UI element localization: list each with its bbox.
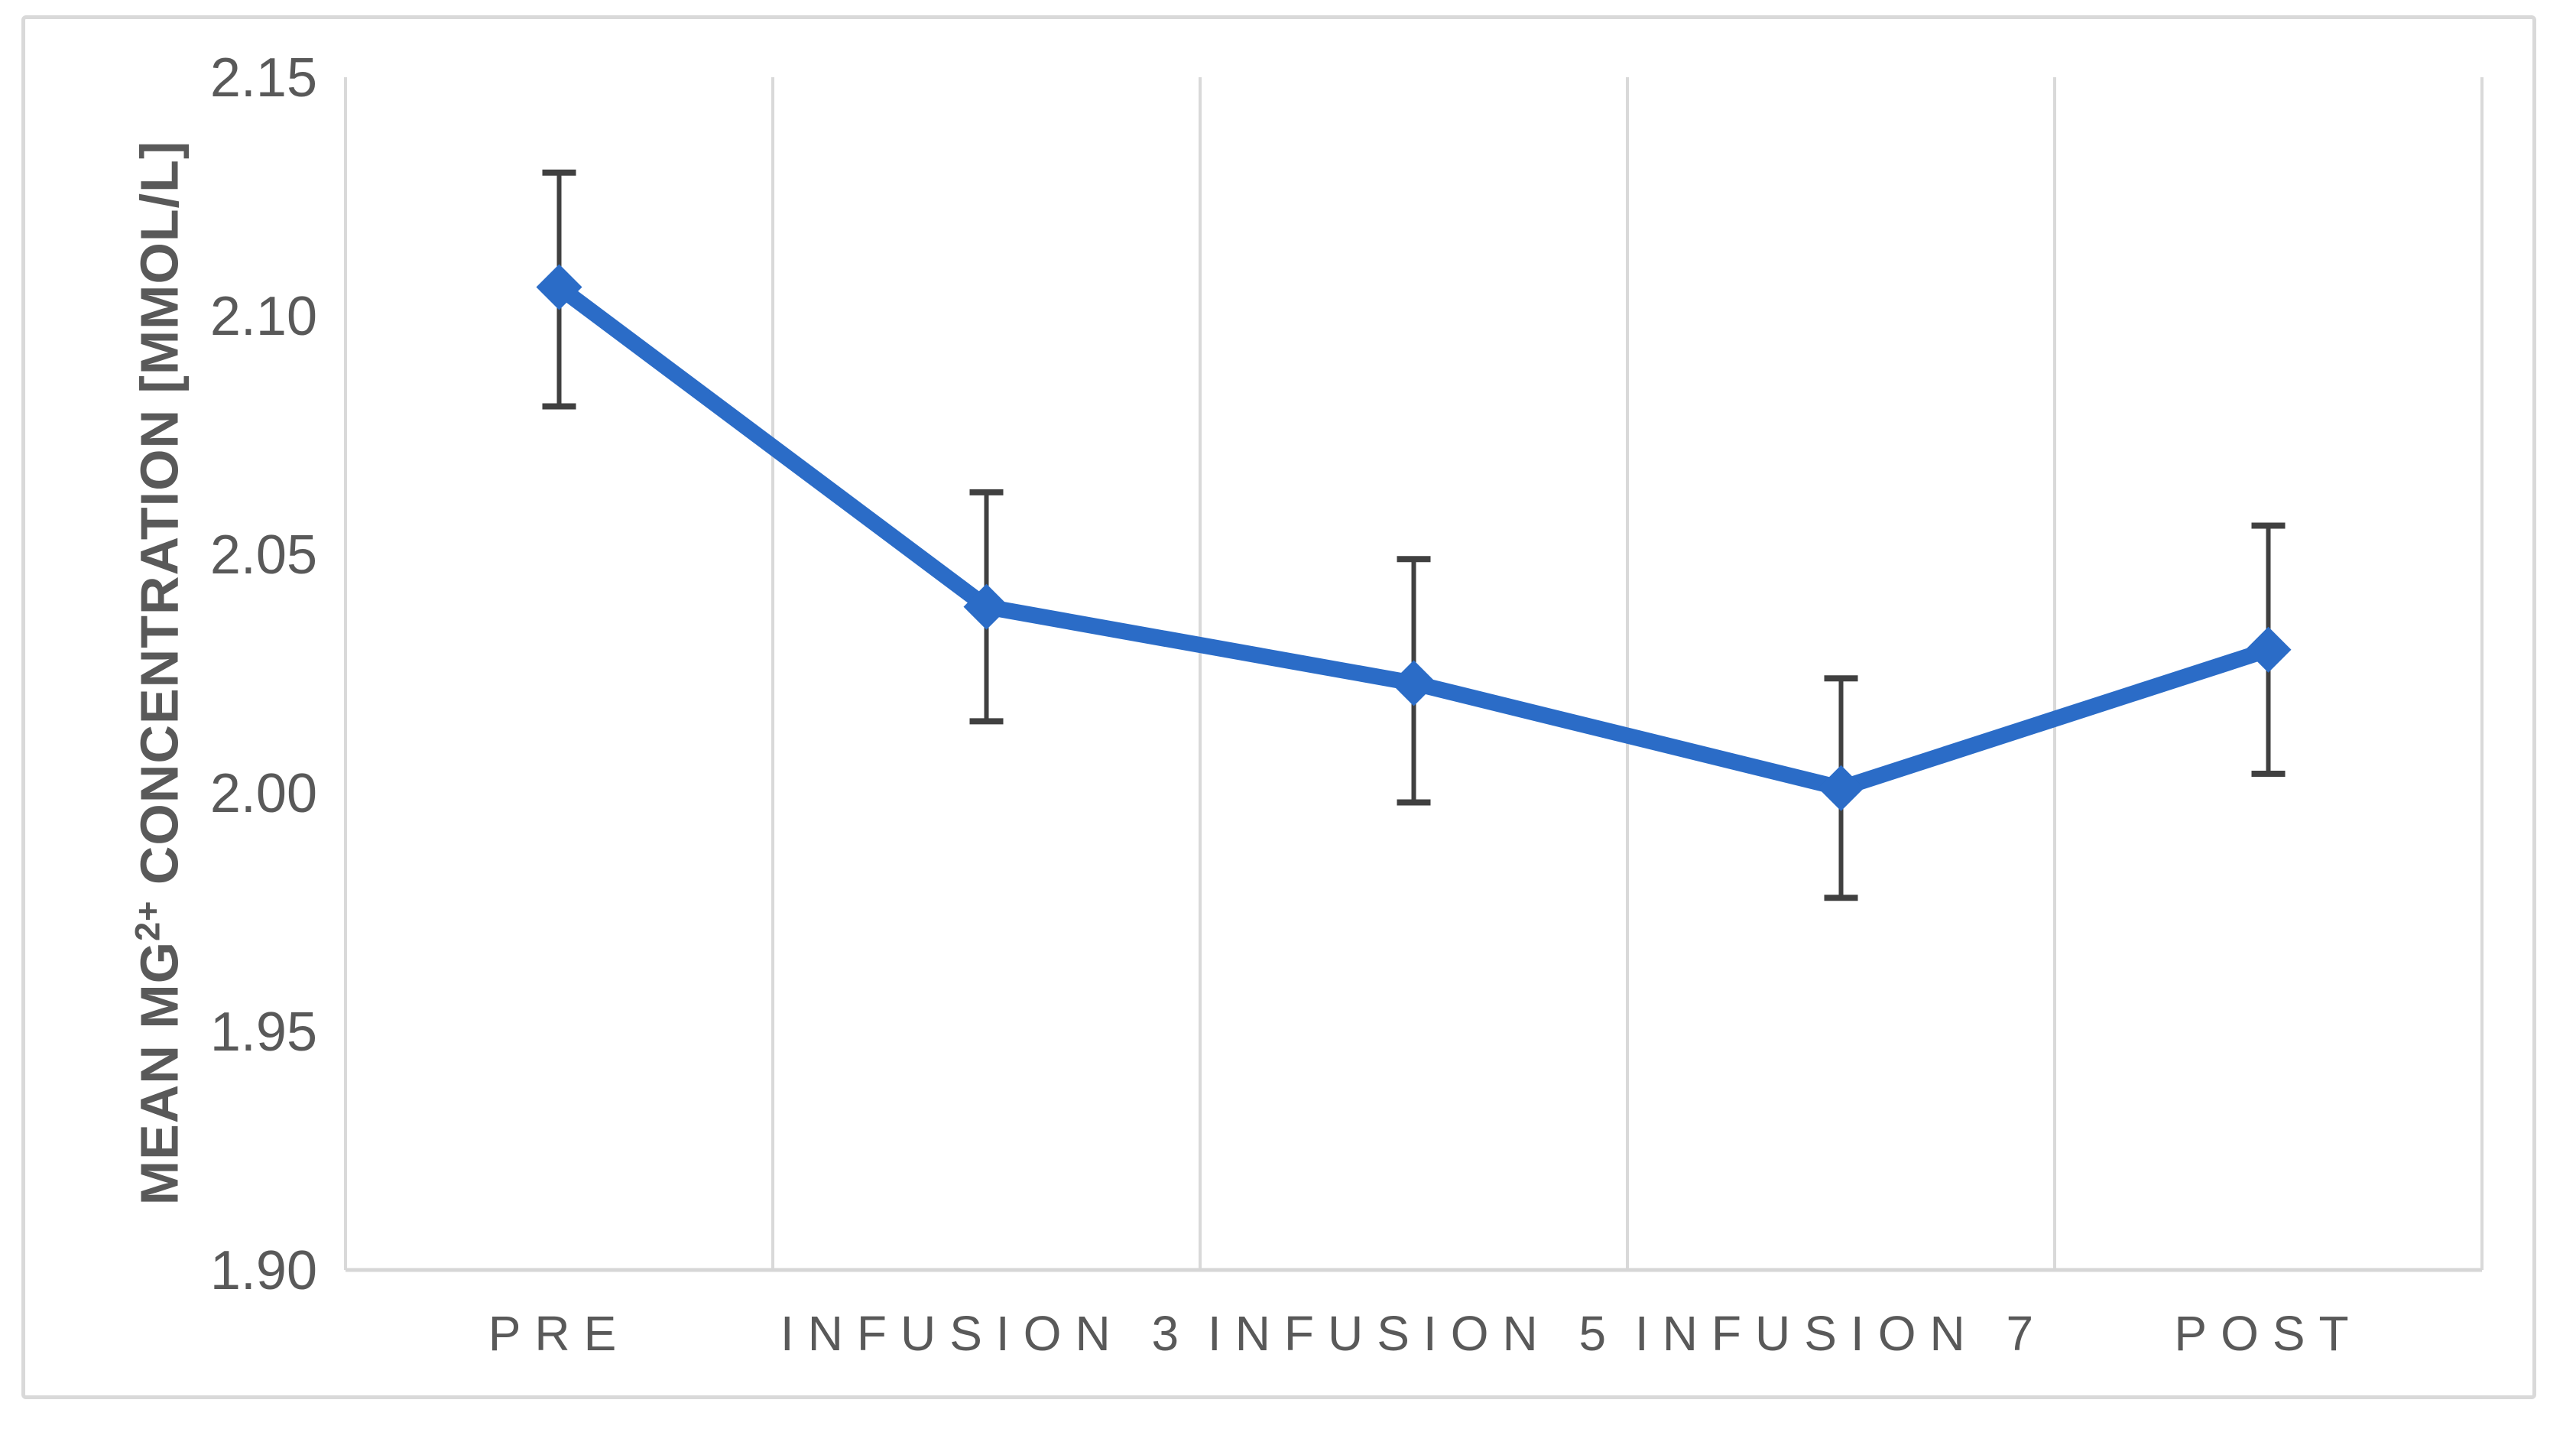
y-tick-label: 2.15	[210, 47, 317, 109]
x-category-label: INFUSION 7	[1635, 1306, 2047, 1361]
data-point-marker	[536, 264, 582, 310]
figure-border	[21, 15, 2536, 1399]
x-category-label: POST	[2174, 1306, 2362, 1361]
y-tick-label: 2.05	[210, 525, 317, 586]
x-category-label: INFUSION 5	[1208, 1306, 1620, 1361]
data-point-marker	[1818, 765, 1864, 811]
y-tick-label: 2.00	[210, 763, 317, 824]
y-tick-label: 1.90	[210, 1240, 317, 1301]
data-point-marker	[963, 583, 1010, 630]
y-tick-label: 2.10	[210, 286, 317, 347]
data-point-marker	[2245, 626, 2292, 673]
x-category-label: PRE	[488, 1306, 631, 1361]
x-category-label: INFUSION 3	[780, 1306, 1192, 1361]
data-point-marker	[1390, 660, 1437, 706]
y-tick-label: 1.95	[210, 1002, 317, 1063]
